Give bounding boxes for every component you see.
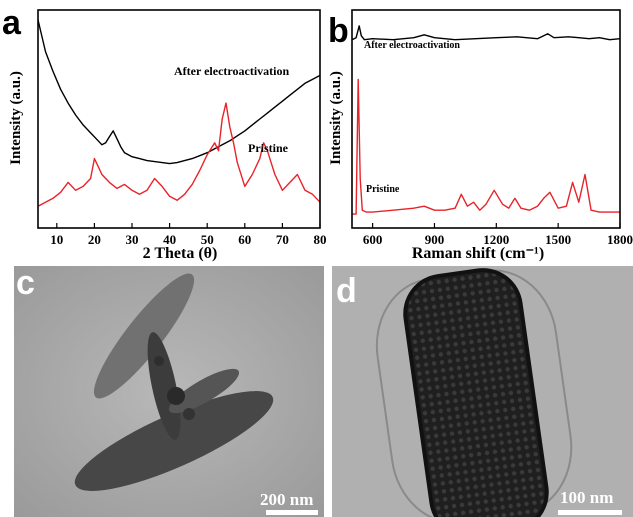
chart-a-ylabel: Intensity (a.u.) <box>8 71 24 165</box>
chart-a-frame <box>37 9 321 229</box>
chart-b-annotation-1: Pristine <box>366 184 400 195</box>
tem-image-c: c 200 nm <box>14 266 324 517</box>
chart-b-xtick-label-1: 900 <box>425 232 445 247</box>
panel-label-a: a <box>2 4 21 42</box>
chart-b-series-1 <box>352 78 620 215</box>
chart-a-xtick-label-1: 20 <box>88 232 101 247</box>
chart-b-raman: 600 900 1200 1500 1800 Raman shift (cm⁻¹) Inte… <box>328 9 633 262</box>
nanosheet-1 <box>93 273 195 399</box>
tem-d-graphic <box>332 266 633 517</box>
chart-b-xlabel: Raman shift (cm⁻¹) <box>412 245 544 262</box>
chart-a-annotation-0: After electroactivation <box>174 64 289 78</box>
tem-c-graphic <box>14 266 324 517</box>
nanosheet-2 <box>74 391 274 491</box>
chart-a-xtick-label-4: 50 <box>201 232 214 247</box>
chart-b-ylabel: Intensity (a.u.) <box>328 71 344 165</box>
scale-bar-d <box>558 510 622 515</box>
panel-label-c: c <box>16 266 35 302</box>
chart-b-annotation-0: After electroactivation <box>364 40 460 51</box>
scale-label-d: 100 nm <box>560 488 614 507</box>
tem-image-d: d 100 nm <box>332 266 633 517</box>
chart-b-frame <box>351 9 621 229</box>
panel-label-d: d <box>336 272 357 310</box>
scale-label-c: 200 nm <box>260 490 314 509</box>
chart-a-xtick-label-3: 40 <box>163 232 176 247</box>
chart-b-xtick-label-3: 1500 <box>545 232 571 247</box>
nanosheet-4 <box>168 368 240 414</box>
panel-label-b: b <box>328 12 349 50</box>
chart-b-series-0 <box>351 25 621 41</box>
chart-a-xtick-label-2: 30 <box>126 232 139 247</box>
chart-a-xlabel: 2 Theta (θ) <box>143 245 218 262</box>
chart-b-xtick-label-4: 1800 <box>607 232 633 247</box>
scale-bar-c <box>266 510 318 515</box>
chart-a-series-0 <box>37 19 321 165</box>
chart-a-xtick-label-6: 70 <box>276 232 289 247</box>
chart-a-xtick-label-7: 80 <box>314 232 327 247</box>
chart-a-annotation-1: Pristine <box>248 141 289 155</box>
nanorod-core <box>403 268 549 517</box>
chart-a-series-1 <box>37 102 321 207</box>
chart-a-xtick-label-5: 60 <box>238 232 251 247</box>
chart-b-xtick-label-2: 1200 <box>483 232 509 247</box>
chart-a-xrd: 10 20 30 40 50 60 70 80 2 Theta (θ) Intensity (a.… <box>8 9 327 262</box>
chart-a-xtick-label-0: 10 <box>50 232 63 247</box>
chart-b-xtick-label-0: 600 <box>363 232 383 247</box>
